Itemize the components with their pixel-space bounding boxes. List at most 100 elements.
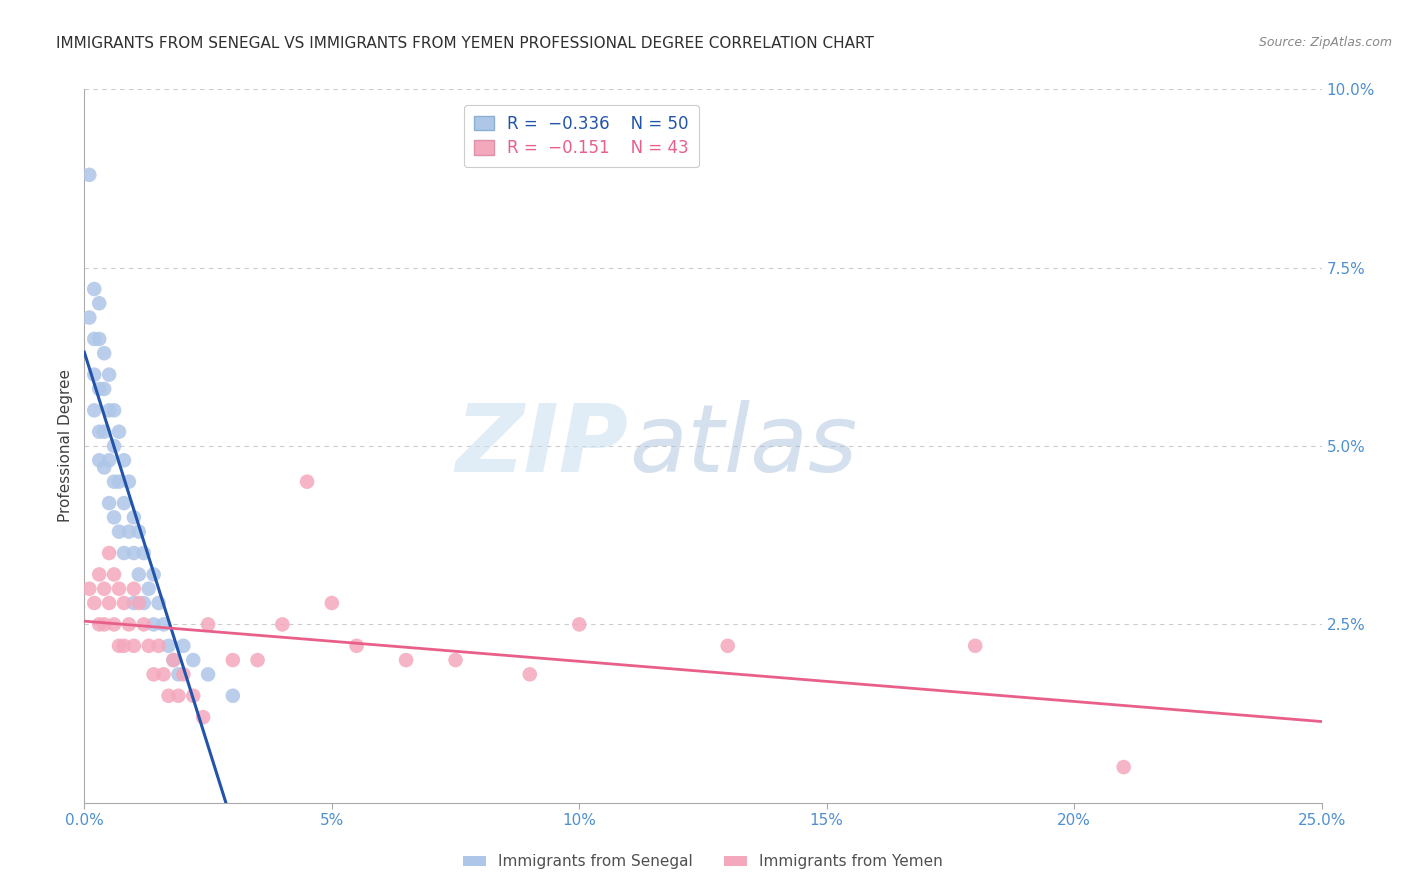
Point bbox=[167, 689, 190, 703]
Point bbox=[132, 546, 155, 560]
Point bbox=[246, 653, 269, 667]
Point bbox=[93, 460, 115, 475]
Point bbox=[89, 425, 111, 439]
Point bbox=[98, 368, 121, 382]
Point bbox=[152, 667, 174, 681]
Point bbox=[152, 617, 174, 632]
Point bbox=[717, 639, 740, 653]
Point bbox=[148, 639, 170, 653]
Point bbox=[122, 582, 145, 596]
Point bbox=[167, 667, 190, 681]
Point bbox=[122, 639, 145, 653]
Point bbox=[222, 689, 245, 703]
Point bbox=[98, 496, 121, 510]
Point bbox=[93, 425, 115, 439]
Point bbox=[568, 617, 591, 632]
Point bbox=[103, 567, 125, 582]
Point bbox=[79, 310, 101, 325]
Point bbox=[103, 510, 125, 524]
Point bbox=[122, 510, 145, 524]
Point bbox=[965, 639, 987, 653]
Point bbox=[181, 689, 204, 703]
Point bbox=[112, 496, 135, 510]
Point bbox=[162, 653, 184, 667]
Point bbox=[112, 596, 135, 610]
Point bbox=[132, 617, 155, 632]
Point bbox=[93, 617, 115, 632]
Point bbox=[118, 524, 141, 539]
Point bbox=[128, 524, 150, 539]
Point bbox=[79, 582, 101, 596]
Text: atlas: atlas bbox=[628, 401, 858, 491]
Point bbox=[222, 653, 245, 667]
Text: IMMIGRANTS FROM SENEGAL VS IMMIGRANTS FROM YEMEN PROFESSIONAL DEGREE CORRELATION: IMMIGRANTS FROM SENEGAL VS IMMIGRANTS FR… bbox=[56, 36, 875, 51]
Point bbox=[103, 617, 125, 632]
Point bbox=[79, 168, 101, 182]
Point bbox=[295, 475, 318, 489]
Point bbox=[172, 667, 194, 681]
Point bbox=[83, 332, 105, 346]
Point bbox=[89, 453, 111, 467]
Point bbox=[346, 639, 368, 653]
Point bbox=[112, 453, 135, 467]
Point bbox=[519, 667, 541, 681]
Point bbox=[132, 596, 155, 610]
Point bbox=[271, 617, 294, 632]
Point bbox=[118, 617, 141, 632]
Point bbox=[93, 582, 115, 596]
Point bbox=[103, 403, 125, 417]
Point bbox=[142, 667, 165, 681]
Point bbox=[142, 617, 165, 632]
Point bbox=[89, 617, 111, 632]
Point bbox=[138, 582, 160, 596]
Point bbox=[89, 382, 111, 396]
Point bbox=[103, 439, 125, 453]
Point bbox=[321, 596, 343, 610]
Point bbox=[98, 546, 121, 560]
Point bbox=[98, 596, 121, 610]
Point bbox=[108, 582, 131, 596]
Point bbox=[148, 596, 170, 610]
Point bbox=[98, 453, 121, 467]
Point bbox=[128, 567, 150, 582]
Point bbox=[395, 653, 418, 667]
Point bbox=[162, 653, 184, 667]
Point bbox=[157, 689, 180, 703]
Point bbox=[122, 546, 145, 560]
Point bbox=[108, 475, 131, 489]
Point bbox=[112, 639, 135, 653]
Point bbox=[103, 475, 125, 489]
Point bbox=[197, 667, 219, 681]
Point bbox=[112, 546, 135, 560]
Point bbox=[444, 653, 467, 667]
Point bbox=[83, 596, 105, 610]
Point bbox=[128, 596, 150, 610]
Point bbox=[108, 425, 131, 439]
Legend: Immigrants from Senegal, Immigrants from Yemen: Immigrants from Senegal, Immigrants from… bbox=[457, 848, 949, 875]
Point bbox=[172, 639, 194, 653]
Point bbox=[89, 332, 111, 346]
Point bbox=[191, 710, 214, 724]
Y-axis label: Professional Degree: Professional Degree bbox=[58, 369, 73, 523]
Point bbox=[89, 296, 111, 310]
Point bbox=[89, 567, 111, 582]
Text: Source: ZipAtlas.com: Source: ZipAtlas.com bbox=[1258, 36, 1392, 49]
Point bbox=[108, 524, 131, 539]
Legend: R =  −0.336    N = 50, R =  −0.151    N = 43: R = −0.336 N = 50, R = −0.151 N = 43 bbox=[464, 104, 699, 168]
Point bbox=[142, 567, 165, 582]
Point bbox=[118, 475, 141, 489]
Point bbox=[83, 368, 105, 382]
Point bbox=[157, 639, 180, 653]
Point bbox=[197, 617, 219, 632]
Point bbox=[83, 282, 105, 296]
Point bbox=[122, 596, 145, 610]
Point bbox=[181, 653, 204, 667]
Point bbox=[98, 403, 121, 417]
Point bbox=[93, 346, 115, 360]
Point bbox=[108, 639, 131, 653]
Point bbox=[138, 639, 160, 653]
Text: ZIP: ZIP bbox=[456, 400, 628, 492]
Point bbox=[93, 382, 115, 396]
Point bbox=[83, 403, 105, 417]
Point bbox=[1112, 760, 1135, 774]
